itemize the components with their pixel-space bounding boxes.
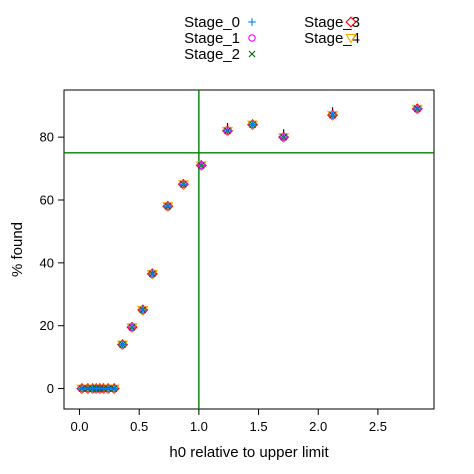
legend-marker — [345, 33, 357, 44]
legend-label: Stage_1 — [184, 30, 240, 47]
legend-label: Stage_3 — [304, 14, 360, 31]
data-points — [76, 103, 423, 395]
series-Stage_2 — [78, 105, 421, 393]
legend-item: Stage_2 — [184, 46, 256, 63]
x-tick-label: 1.0 — [190, 419, 208, 434]
legend-label: Stage_4 — [304, 30, 360, 47]
x-tick-label: 2.0 — [309, 419, 327, 434]
data-point — [248, 120, 257, 129]
data-point — [128, 323, 136, 332]
x-axis-label: h0 relative to upper limit — [169, 444, 329, 461]
legend-item: Stage_4 — [304, 30, 360, 47]
x-axis: 0.0 0.5 1.0 1.5 2.0 2.5 — [70, 409, 387, 434]
y-tick-label: 20 — [40, 318, 54, 333]
data-point — [110, 384, 118, 393]
series-Stage_1 — [78, 105, 422, 393]
data-point — [197, 161, 206, 170]
x-tick-label: 0.0 — [70, 419, 88, 434]
series-Stage_0 — [78, 105, 422, 393]
legend-item: Stage_0 — [184, 14, 256, 31]
legend-label: Stage_2 — [184, 46, 240, 63]
legend-marker — [248, 18, 256, 26]
data-point — [138, 306, 147, 314]
series-Stage_4 — [76, 104, 423, 395]
data-point — [164, 202, 172, 211]
x-tick-label: 1.5 — [250, 419, 268, 434]
legend-label: Stage_0 — [184, 14, 240, 31]
legend-marker — [345, 16, 357, 28]
data-point — [223, 127, 232, 135]
y-tick-label: 40 — [40, 255, 54, 270]
data-point — [148, 270, 157, 278]
x-tick-label: 2.5 — [369, 419, 387, 434]
x-tick-label: 0.5 — [130, 419, 148, 434]
data-point — [118, 340, 127, 349]
y-tick-label: 80 — [40, 130, 54, 145]
legend-item: Stage_3 — [304, 14, 360, 31]
legend-marker — [248, 34, 256, 42]
y-tick-label: 0 — [47, 381, 54, 396]
data-point — [328, 111, 337, 119]
plot-frame — [63, 89, 435, 410]
data-point — [179, 180, 188, 189]
y-axis: 0 20 40 60 80 — [40, 130, 64, 396]
legend-item: Stage_1 — [184, 30, 256, 47]
error-bars — [81, 104, 418, 389]
reference-lines — [64, 90, 434, 409]
y-tick-label: 60 — [40, 193, 54, 208]
y-axis-label: % found — [9, 222, 26, 277]
series-Stage_3 — [76, 103, 423, 395]
data-point — [279, 133, 288, 141]
data-point — [413, 105, 422, 113]
legend-marker — [248, 50, 256, 58]
